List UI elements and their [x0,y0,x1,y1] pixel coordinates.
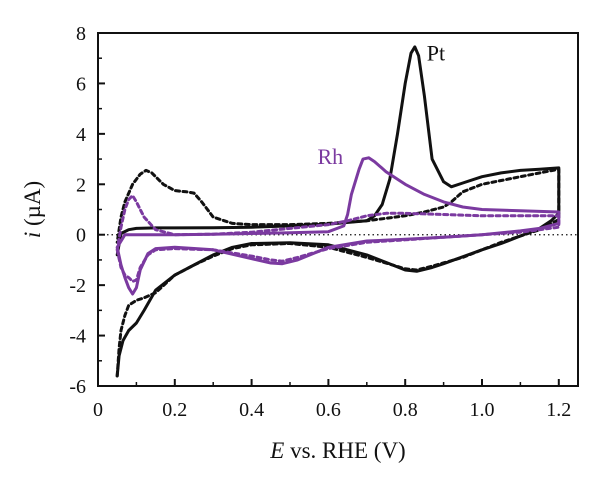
y-tick-label: 2 [76,174,86,196]
x-tick-label: 0.6 [316,399,341,421]
y-axis-label-text: (µA) [20,181,45,232]
y-axis-label: i (µA) [20,181,45,238]
x-tick-label: 0 [93,399,103,421]
x-tick-label: 0.4 [239,399,264,421]
series-line-rh [115,156,561,296]
plot-area [98,45,578,378]
y-tick-label: 8 [76,23,86,45]
x-axis-label-text: vs. RHE (V) [284,438,405,463]
rh-series-label: Rh [317,144,343,169]
x-tick-label: 0.8 [393,399,418,421]
y-tick-label: -6 [69,376,86,398]
series-line-pt-dashed [115,167,561,378]
y-tick-label: -4 [69,326,86,348]
axis-ticks: 0 0.2 0.4 0.6 0.8 1.0 1.2 -6 -4 -2 0 2 4 6 8 [69,23,571,421]
y-tick-label: 4 [76,124,86,146]
x-axis-label-symbol: E [269,438,284,463]
y-tick-label: -2 [69,275,86,297]
x-tick-label: 1.0 [470,399,495,421]
y-tick-label: 6 [76,73,86,95]
series-line-pt [115,45,561,378]
series-line-rh-dashed [115,194,561,283]
pt-series-label: Pt [427,41,445,66]
y-tick-label: 0 [76,225,86,247]
x-tick-label: 0.2 [162,399,187,421]
x-tick-label: 1.2 [546,399,571,421]
x-axis-label: E vs. RHE (V) [269,438,405,463]
y-axis-label-symbol: i [20,232,45,238]
